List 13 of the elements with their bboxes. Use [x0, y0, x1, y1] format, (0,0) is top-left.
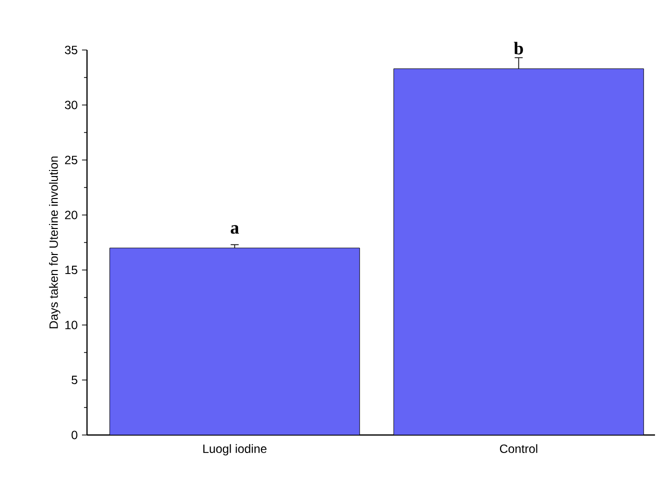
annotation: b: [514, 42, 523, 54]
x-tick-label: Control: [500, 444, 538, 454]
y-tick-label: 20: [65, 210, 78, 220]
y-tick-label: 15: [65, 266, 78, 274]
y-tick-label: 30: [64, 100, 78, 110]
y-axis-title: Days taken for Uterine involution: [49, 156, 60, 328]
y-tick-label: 5: [72, 376, 78, 384]
y-tick-label: 25: [65, 156, 78, 164]
y-tick-label: 10: [65, 320, 78, 330]
y-tick-label: 0: [72, 430, 78, 440]
x-tick-label: Luogl iodine: [203, 444, 266, 456]
annotation: a: [230, 225, 239, 234]
y-tick-label: 35: [64, 46, 78, 54]
